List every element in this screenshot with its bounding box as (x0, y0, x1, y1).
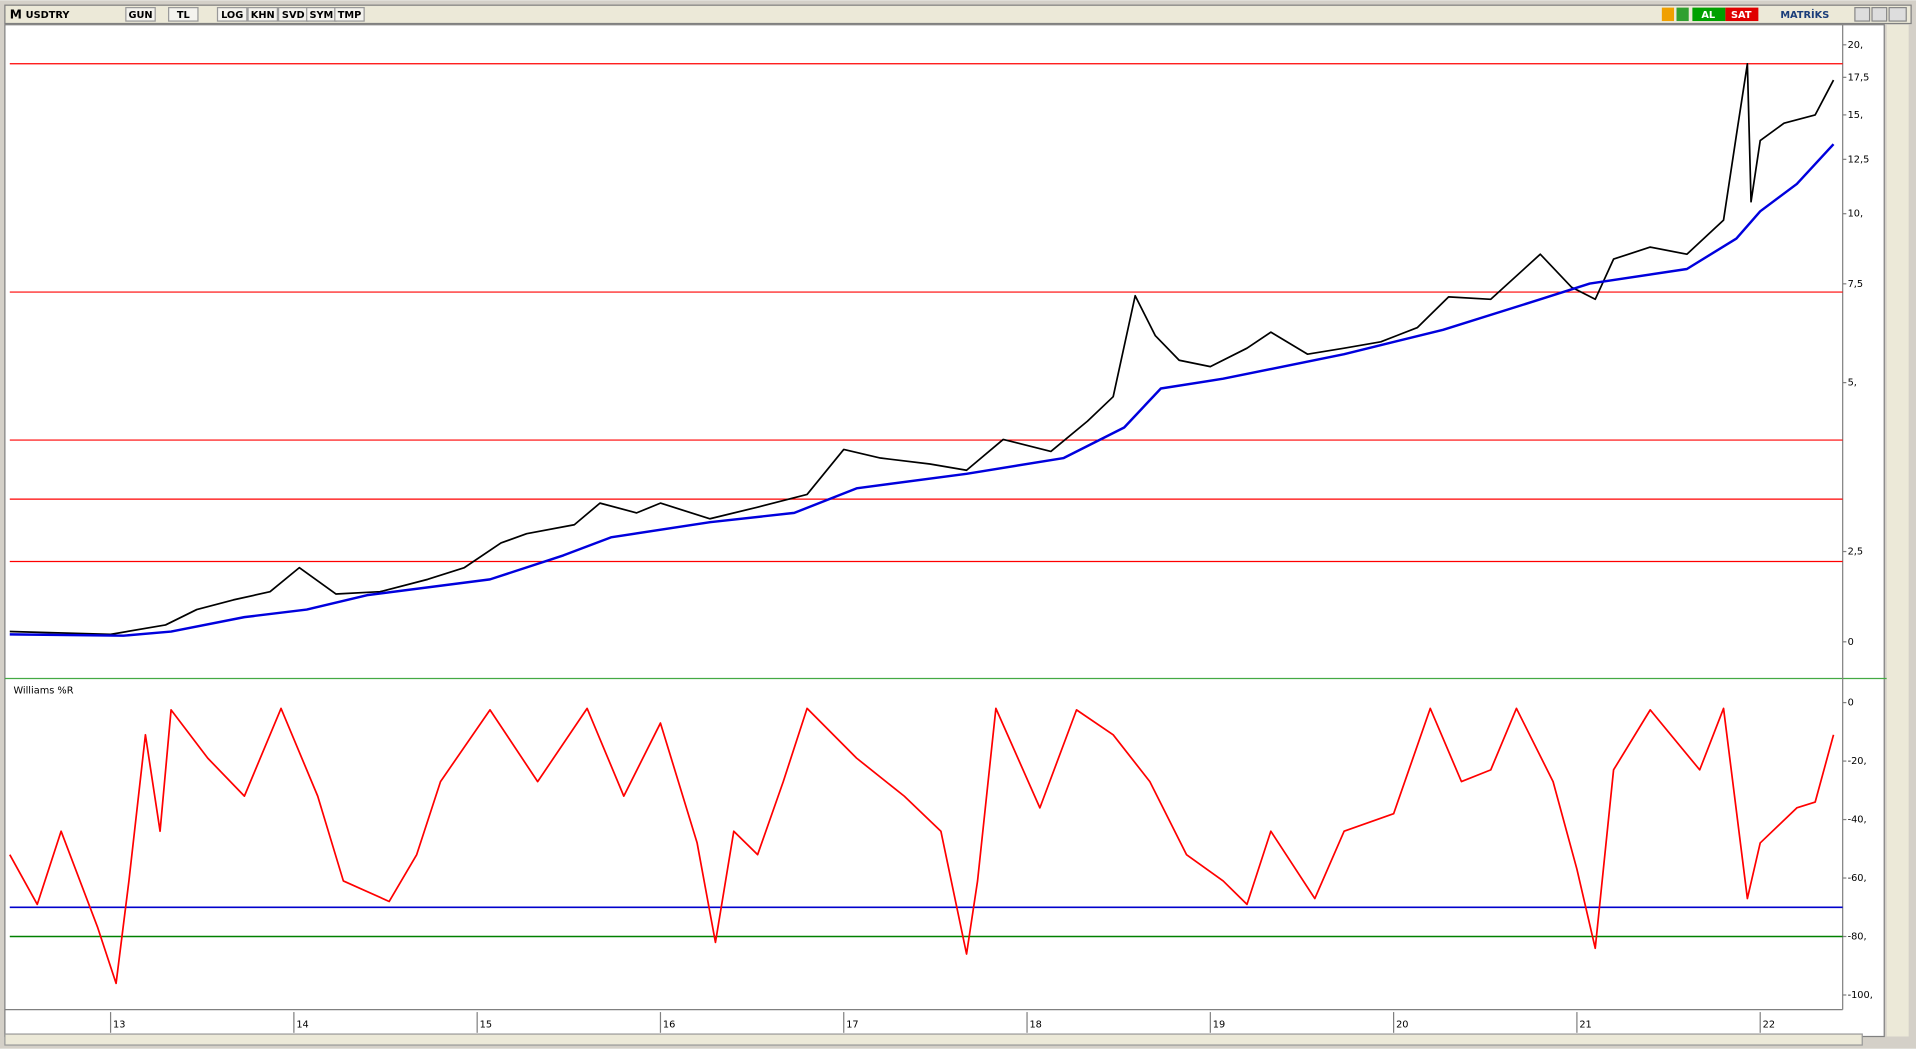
toolbar-button[interactable]: LOG (221, 10, 243, 21)
y-tick-label: 12,5 (1848, 154, 1870, 165)
sell-button-bg[interactable] (1725, 7, 1759, 22)
x-tick-label: 18 (1029, 1019, 1041, 1030)
y-tick-label: 2,5 (1848, 547, 1864, 558)
x-tick-label: 21 (1579, 1019, 1591, 1030)
y-tick-label: 10, (1848, 209, 1864, 220)
icon[interactable] (1676, 7, 1689, 22)
toolbar-button[interactable]: TL (177, 10, 190, 21)
maximize[interactable] (1871, 7, 1888, 22)
y-tick-label: 7,5 (1848, 279, 1864, 290)
side-panel (1886, 24, 1909, 1037)
minimize[interactable] (1854, 7, 1871, 22)
toolbar-button-bg[interactable] (334, 7, 365, 22)
toolbar-button[interactable]: SVD (282, 10, 305, 21)
y-tick-label: -80, (1848, 932, 1867, 943)
toolbar-button-bg[interactable] (125, 7, 156, 22)
sell-button[interactable]: SAT (1731, 10, 1752, 21)
x-tick-label: 22 (1763, 1019, 1775, 1030)
toolbar-button-bg[interactable] (168, 7, 199, 22)
toolbar-button[interactable]: SYM (309, 10, 333, 21)
x-tick-label: 20 (1396, 1019, 1408, 1030)
y-tick-label: 0 (1848, 637, 1854, 648)
toolbar-button-bg[interactable] (247, 7, 278, 22)
toolbar-button[interactable]: GUN (128, 10, 152, 21)
brand: MATRİKS (1780, 7, 1829, 21)
close[interactable] (1888, 7, 1907, 22)
chart-area (4, 24, 1885, 1038)
y-tick-label: 15, (1848, 110, 1864, 121)
x-tick-label: 14 (296, 1019, 308, 1030)
panel-title: Williams %R (13, 686, 73, 697)
x-tick-label: 16 (663, 1019, 675, 1030)
toolbar (4, 4, 1912, 25)
y-tick-label: 17,5 (1848, 72, 1870, 83)
y-tick-label: 5, (1848, 378, 1857, 389)
toolbar-button[interactable]: TMP (338, 10, 362, 21)
icon[interactable] (1661, 7, 1675, 22)
buy-button-bg[interactable] (1692, 7, 1726, 22)
series-line (9, 707, 1835, 985)
series-line (9, 143, 1835, 637)
symbol[interactable]: USDTRY (26, 10, 71, 21)
x-tick-label: 17 (846, 1019, 858, 1030)
x-tick-label: 19 (1213, 1019, 1225, 1030)
toolbar-button-bg[interactable] (216, 7, 248, 22)
y-tick-label: 20, (1848, 40, 1864, 51)
y-tick-label: -100, (1848, 990, 1873, 1001)
x-tick-label: 15 (480, 1019, 492, 1030)
y-tick-label: -60, (1848, 873, 1867, 884)
y-tick-label: -40, (1848, 815, 1867, 826)
toolbar-button[interactable]: KHN (251, 10, 275, 21)
logo: M (10, 7, 22, 21)
series-line (9, 62, 1835, 636)
scrollbar[interactable] (4, 1033, 1863, 1046)
y-tick-label: 0 (1848, 698, 1854, 709)
buy-button[interactable]: AL (1701, 10, 1715, 21)
x-tick-label: 13 (113, 1019, 125, 1030)
y-tick-label: -20, (1848, 756, 1867, 767)
